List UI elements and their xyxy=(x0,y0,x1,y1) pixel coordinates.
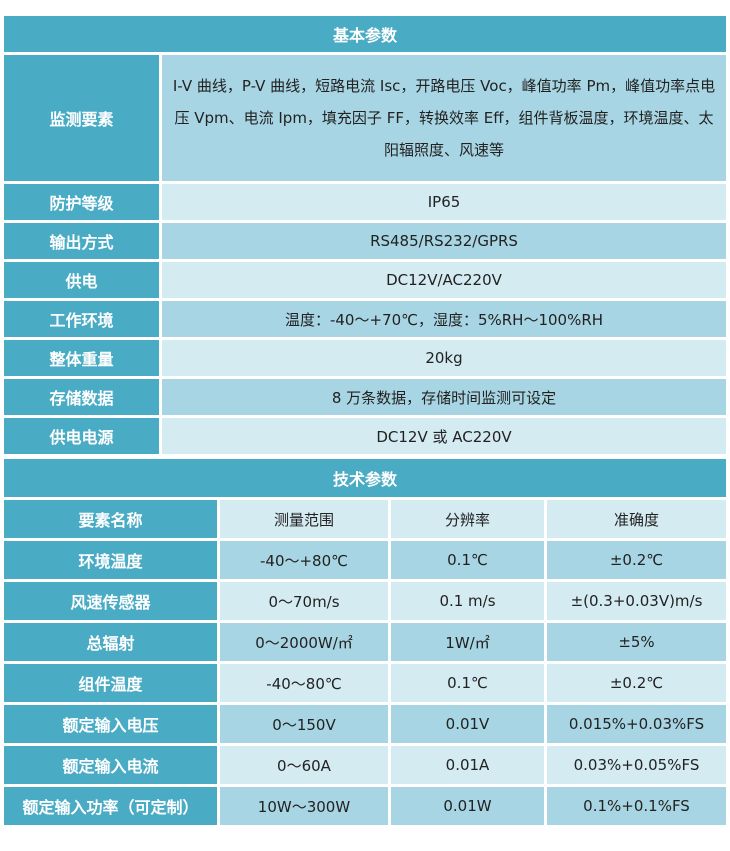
row-label: 输出方式 xyxy=(4,223,159,259)
cell-value: 0.1℃ xyxy=(391,664,544,702)
column-header: 分辨率 xyxy=(391,500,544,538)
table-row: 输出方式 RS485/RS232/GPRS xyxy=(4,223,726,259)
column-header: 要素名称 xyxy=(4,500,217,538)
cell-value: ±0.2℃ xyxy=(547,541,726,579)
tech-params-title: 技术参数 xyxy=(4,459,726,497)
cell-value: 10W～300W xyxy=(220,787,388,825)
row-label: 存储数据 xyxy=(4,379,159,415)
table-row: 供电 DC12V/AC220V xyxy=(4,262,726,298)
table-row: 额定输入电压 0～150V 0.01V 0.015%+0.03%FS xyxy=(4,705,726,743)
row-label: 总辐射 xyxy=(4,623,217,661)
row-value: 温度：-40～+70℃，湿度：5%RH～100%RH xyxy=(162,301,726,337)
table-row: 供电电源 DC12V 或 AC220V xyxy=(4,418,726,454)
cell-value: -40～+80℃ xyxy=(220,541,388,579)
table-row: 风速传感器 0～70m/s 0.1 m/s ±(0.3+0.03V)m/s xyxy=(4,582,726,620)
cell-value: ±0.2℃ xyxy=(547,664,726,702)
cell-value: -40～80℃ xyxy=(220,664,388,702)
cell-value: 0.015%+0.03%FS xyxy=(547,705,726,743)
row-label: 供电电源 xyxy=(4,418,159,454)
cell-value: ±(0.3+0.03V)m/s xyxy=(547,582,726,620)
row-label: 监测要素 xyxy=(4,55,159,181)
row-label: 组件温度 xyxy=(4,664,217,702)
table-header-row: 要素名称 测量范围 分辨率 准确度 xyxy=(4,500,726,538)
row-value: RS485/RS232/GPRS xyxy=(162,223,726,259)
row-value: 20kg xyxy=(162,340,726,376)
column-header: 测量范围 xyxy=(220,500,388,538)
table-row: 组件温度 -40～80℃ 0.1℃ ±0.2℃ xyxy=(4,664,726,702)
row-value: DC12V/AC220V xyxy=(162,262,726,298)
column-header: 准确度 xyxy=(547,500,726,538)
row-label: 风速传感器 xyxy=(4,582,217,620)
cell-value: 0.1%+0.1%FS xyxy=(547,787,726,825)
cell-value: 0.03%+0.05%FS xyxy=(547,746,726,784)
row-label: 工作环境 xyxy=(4,301,159,337)
spec-sheet: 基本参数 监测要素 I-V 曲线，P-V 曲线，短路电流 Isc，开路电压 Voc… xyxy=(4,13,726,828)
cell-value: 1W/㎡ xyxy=(391,623,544,661)
cell-value: 0.01W xyxy=(391,787,544,825)
table-row: 额定输入功率（可定制） 10W～300W 0.01W 0.1%+0.1%FS xyxy=(4,787,726,825)
cell-value: 0.1 m/s xyxy=(391,582,544,620)
table-row: 环境温度 -40～+80℃ 0.1℃ ±0.2℃ xyxy=(4,541,726,579)
row-label: 整体重量 xyxy=(4,340,159,376)
row-label: 额定输入功率（可定制） xyxy=(4,787,217,825)
cell-value: 0.1℃ xyxy=(391,541,544,579)
basic-params-table: 基本参数 监测要素 I-V 曲线，P-V 曲线，短路电流 Isc，开路电压 Voc… xyxy=(1,13,729,457)
tech-params-table: 技术参数 要素名称 测量范围 分辨率 准确度 环境温度 -40～+80℃ 0.1℃ ±0.2… xyxy=(1,456,729,828)
cell-value: 0～2000W/㎡ xyxy=(220,623,388,661)
row-label: 防护等级 xyxy=(4,184,159,220)
table-row: 总辐射 0～2000W/㎡ 1W/㎡ ±5% xyxy=(4,623,726,661)
cell-value: 0.01A xyxy=(391,746,544,784)
table-row: 工作环境 温度：-40～+70℃，湿度：5%RH～100%RH xyxy=(4,301,726,337)
row-label: 环境温度 xyxy=(4,541,217,579)
row-value: IP65 xyxy=(162,184,726,220)
basic-params-title: 基本参数 xyxy=(4,16,726,52)
cell-value: 0～70m/s xyxy=(220,582,388,620)
row-value: I-V 曲线，P-V 曲线，短路电流 Isc，开路电压 Voc，峰值功率 Pm，… xyxy=(162,55,726,181)
table-row: 整体重量 20kg xyxy=(4,340,726,376)
cell-value: 0.01V xyxy=(391,705,544,743)
table-row: 监测要素 I-V 曲线，P-V 曲线，短路电流 Isc，开路电压 Voc，峰值功率… xyxy=(4,55,726,181)
row-label: 额定输入电流 xyxy=(4,746,217,784)
row-value: 8 万条数据，存储时间监测可设定 xyxy=(162,379,726,415)
row-value: DC12V 或 AC220V xyxy=(162,418,726,454)
cell-value: ±5% xyxy=(547,623,726,661)
row-label: 额定输入电压 xyxy=(4,705,217,743)
table-row: 存储数据 8 万条数据，存储时间监测可设定 xyxy=(4,379,726,415)
table-row: 防护等级 IP65 xyxy=(4,184,726,220)
cell-value: 0～150V xyxy=(220,705,388,743)
table-row: 额定输入电流 0～60A 0.01A 0.03%+0.05%FS xyxy=(4,746,726,784)
cell-value: 0～60A xyxy=(220,746,388,784)
row-label: 供电 xyxy=(4,262,159,298)
